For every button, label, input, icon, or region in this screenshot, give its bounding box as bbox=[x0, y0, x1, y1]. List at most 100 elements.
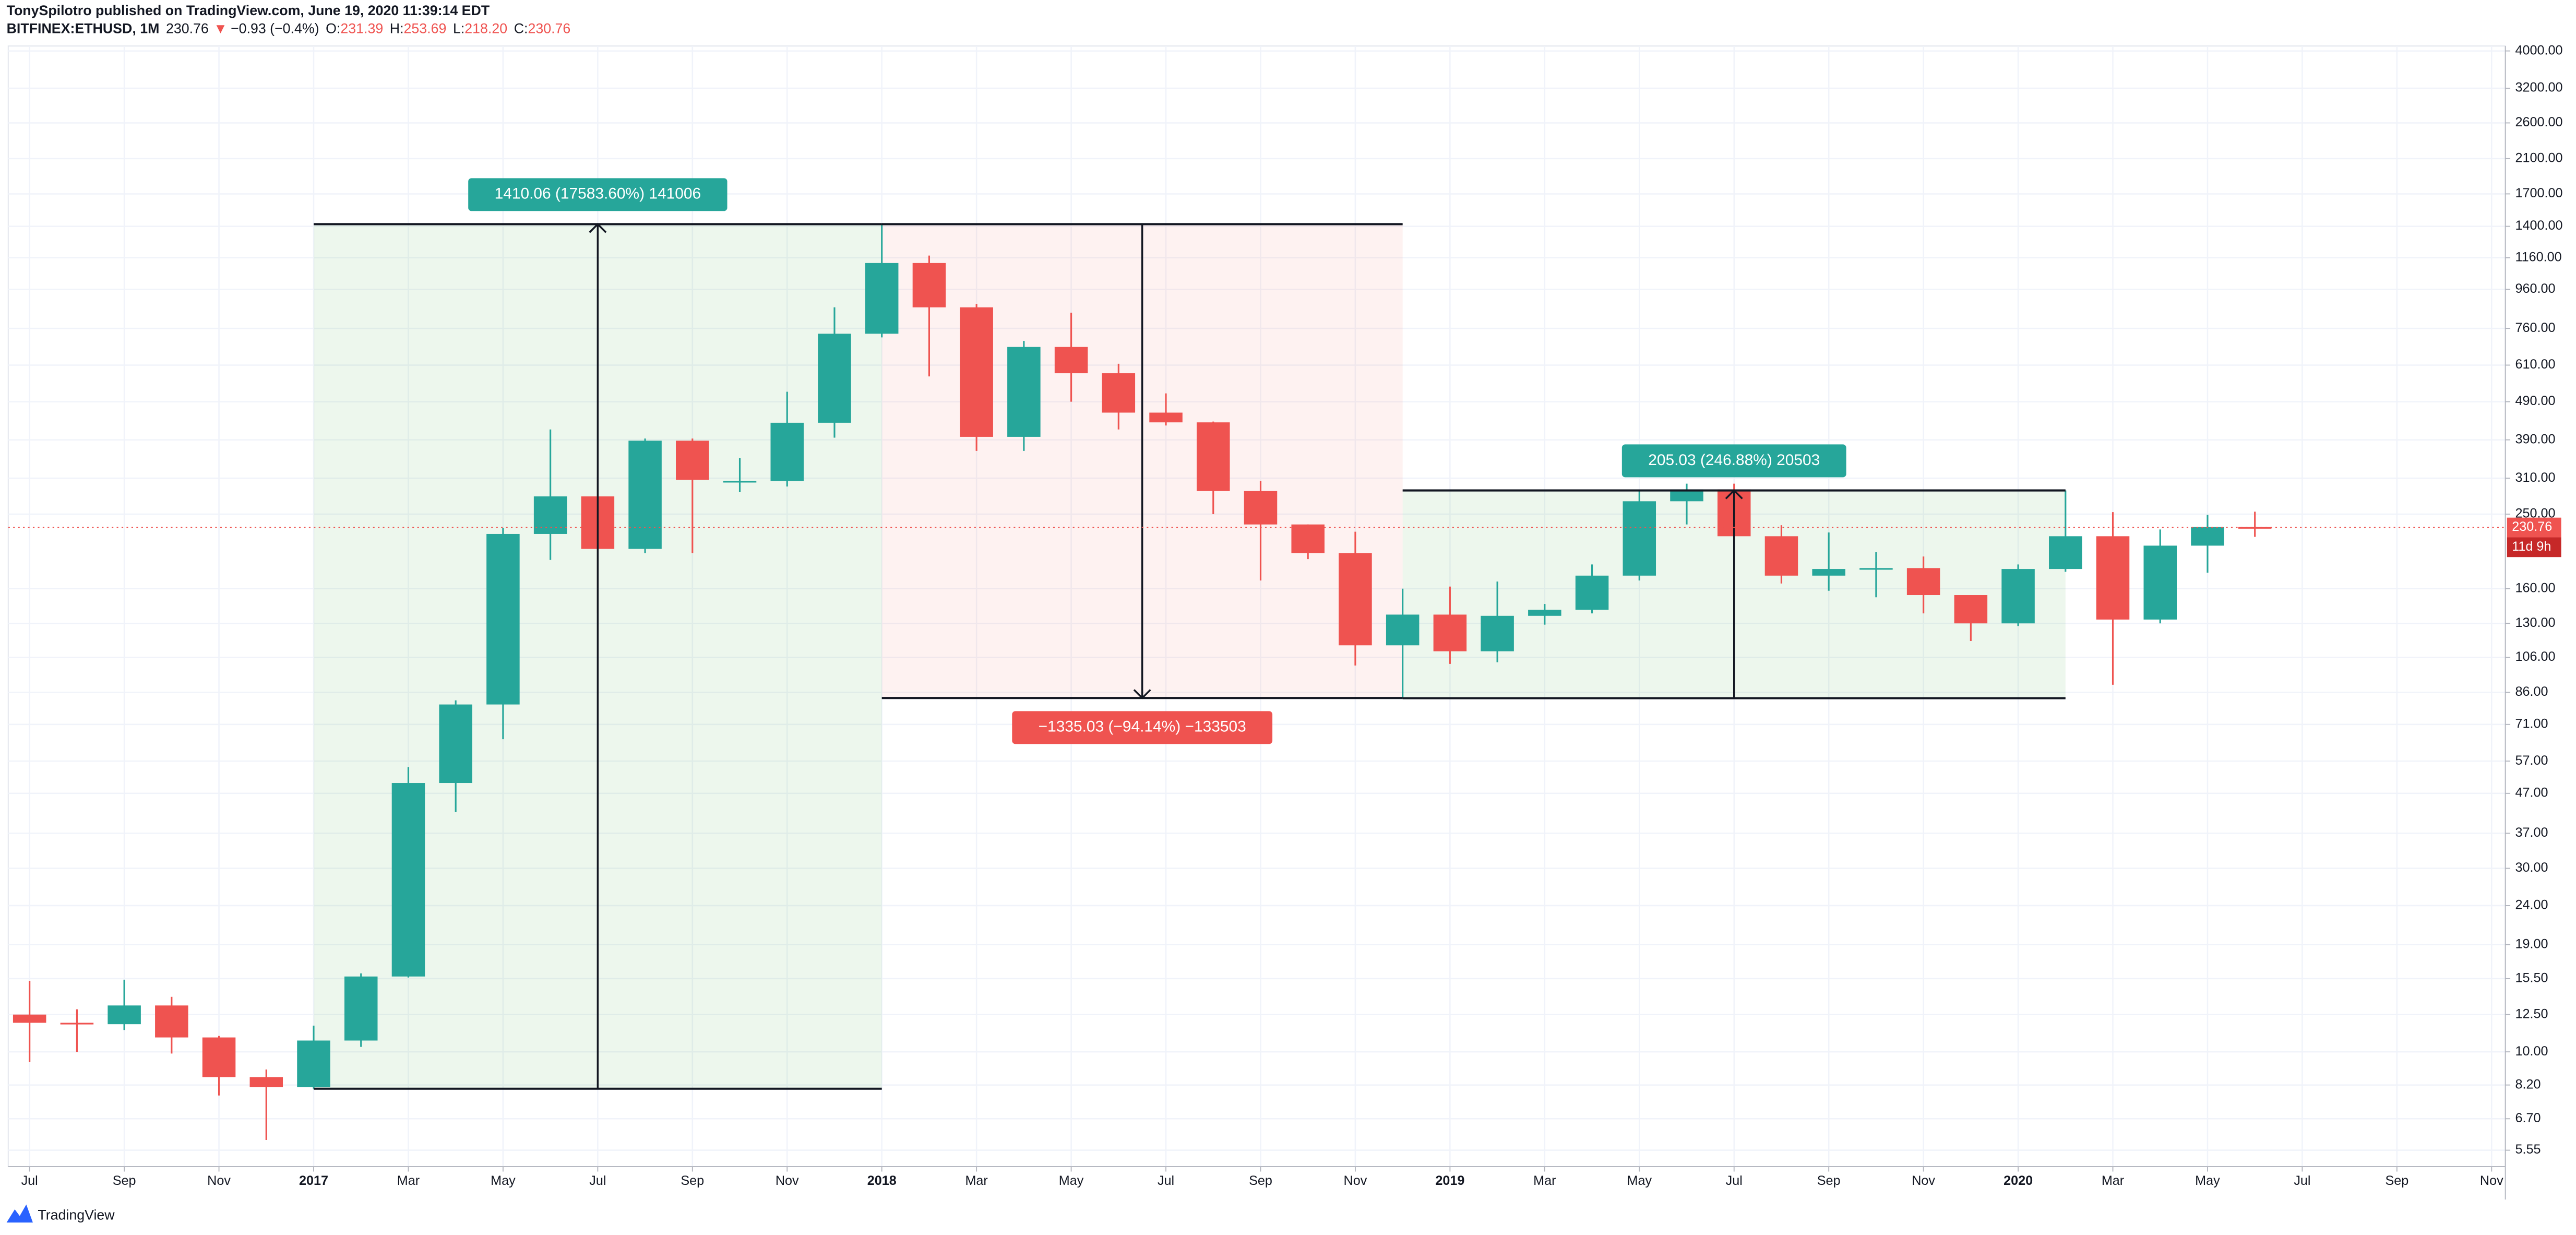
candle-body bbox=[1244, 491, 1278, 525]
candle-body bbox=[628, 441, 662, 549]
ohlc-value: 230.76 bbox=[528, 21, 570, 37]
x-tick-label: Jul bbox=[1726, 1173, 1743, 1188]
ohlc-key: O: bbox=[326, 21, 340, 37]
y-tick-label: 760.00 bbox=[2515, 320, 2556, 335]
x-tick-label: Nov bbox=[776, 1173, 799, 1188]
candle-body bbox=[2143, 545, 2177, 620]
y-tick-label: 30.00 bbox=[2515, 860, 2548, 875]
ohlc-value: 231.39 bbox=[340, 21, 383, 37]
y-tick-label: 8.20 bbox=[2515, 1077, 2541, 1091]
y-tick-label: 15.50 bbox=[2515, 971, 2548, 985]
countdown-tag bbox=[2507, 537, 2561, 557]
ohlc-key: H: bbox=[390, 21, 404, 37]
measure-arrow-head bbox=[589, 223, 607, 233]
price-tag bbox=[2507, 517, 2561, 538]
candle-body bbox=[770, 422, 804, 481]
x-tick-label: Jul bbox=[589, 1173, 606, 1188]
x-tick-label: Nov bbox=[207, 1173, 231, 1188]
y-tick-label: 1700.00 bbox=[2515, 186, 2563, 200]
candle-body bbox=[912, 263, 946, 307]
y-tick-label: 960.00 bbox=[2515, 281, 2556, 296]
candle-body bbox=[676, 441, 709, 480]
candle-body bbox=[2096, 536, 2130, 620]
ohlc-value: 253.69 bbox=[404, 21, 447, 37]
x-tick-label: 2019 bbox=[1435, 1173, 1464, 1188]
y-tick-label: 86.00 bbox=[2515, 684, 2548, 699]
measure-label-box bbox=[1621, 444, 1846, 478]
logo bbox=[6, 1204, 33, 1223]
measure-label: 205.03 (246.88%) 20503 bbox=[1648, 452, 1820, 469]
candle-body bbox=[960, 307, 993, 437]
x-tick-label: May bbox=[1627, 1173, 1652, 1188]
candle-body bbox=[1623, 501, 1656, 576]
y-tick-label: 1400.00 bbox=[2515, 218, 2563, 233]
y-tick-label: 610.00 bbox=[2515, 357, 2556, 372]
y-tick-label: 3200.00 bbox=[2515, 80, 2563, 95]
candle-body bbox=[60, 1023, 94, 1025]
candle-body bbox=[1291, 524, 1325, 553]
change: −0.93 (−0.4%) bbox=[231, 21, 319, 37]
candle-body bbox=[1812, 569, 1845, 576]
y-tick-label: 6.70 bbox=[2515, 1111, 2541, 1125]
candle-body bbox=[818, 334, 851, 423]
candle-body bbox=[1149, 412, 1183, 423]
candle-body bbox=[1575, 575, 1609, 610]
candle-body bbox=[108, 1005, 141, 1025]
y-tick-label: 390.00 bbox=[2515, 432, 2556, 446]
x-tick-label: Nov bbox=[1344, 1173, 1367, 1188]
y-tick-label: 2600.00 bbox=[2515, 115, 2563, 129]
candle-body bbox=[1859, 568, 1893, 570]
y-tick-label: 5.55 bbox=[2515, 1142, 2541, 1157]
x-tick-label: Mar bbox=[397, 1173, 420, 1188]
x-tick-label: 2017 bbox=[299, 1173, 328, 1188]
candle-body bbox=[1102, 373, 1136, 413]
y-tick-label: 57.00 bbox=[2515, 753, 2548, 768]
axes: 4000.00 3200.00 2600.00 2100.00 1700.00 1400.… bbox=[21, 43, 2563, 1188]
candle-body bbox=[297, 1040, 330, 1087]
candle-body bbox=[865, 263, 899, 334]
y-tick-label: 130.00 bbox=[2515, 615, 2556, 630]
candle-body bbox=[344, 976, 378, 1041]
ohlc-value: 218.20 bbox=[464, 21, 507, 37]
symbol: BITFINEX:ETHUSD, 1M bbox=[7, 21, 160, 37]
y-tick-label: 47.00 bbox=[2515, 785, 2548, 800]
candle-body bbox=[1528, 610, 1561, 616]
candle-body bbox=[1433, 614, 1467, 651]
measure-label-box bbox=[468, 178, 728, 211]
x-tick-label: Sep bbox=[1817, 1173, 1841, 1188]
overlays: 1410.06 (17583.60%) 141006 −1335.03 (−94.… bbox=[8, 178, 2506, 1090]
y-tick-label: 71.00 bbox=[2515, 716, 2548, 731]
candle-body bbox=[1481, 615, 1514, 651]
x-tick-label: Sep bbox=[2385, 1173, 2408, 1188]
y-tick-label: 106.00 bbox=[2515, 649, 2556, 664]
candle-body bbox=[1764, 536, 1798, 576]
last-price: 230.76 bbox=[166, 21, 209, 37]
ohlc-key: L: bbox=[453, 21, 464, 37]
candle-body bbox=[723, 481, 757, 483]
candle-body bbox=[1054, 347, 1088, 374]
y-tick-label: 12.50 bbox=[2515, 1006, 2548, 1021]
x-tick-label: Jul bbox=[1158, 1173, 1174, 1188]
candle-body bbox=[1954, 595, 1988, 624]
countdown-label: 11d 9h bbox=[2512, 539, 2551, 554]
measure-label: 1410.06 (17583.60%) 141006 bbox=[495, 185, 701, 203]
candle-body bbox=[391, 783, 425, 977]
price-tag-label: 230.76 bbox=[2512, 519, 2552, 534]
candle-body bbox=[202, 1037, 236, 1077]
candle-body bbox=[486, 533, 520, 705]
x-tick-label: Jul bbox=[2294, 1173, 2310, 1188]
y-tick-label: 2100.00 bbox=[2515, 150, 2563, 165]
measure-arrow-head bbox=[1725, 489, 1743, 500]
ohlc-key: C: bbox=[514, 21, 528, 37]
candle-body bbox=[2238, 527, 2272, 529]
candle-body bbox=[1197, 422, 1230, 491]
y-tick-label: 160.00 bbox=[2515, 580, 2556, 595]
y-tick-label: 490.00 bbox=[2515, 394, 2556, 408]
x-tick-label: Mar bbox=[2102, 1173, 2124, 1188]
candle-body bbox=[13, 1014, 46, 1023]
candle-body bbox=[1670, 489, 1703, 502]
candle-body bbox=[1906, 568, 1940, 596]
symbol-line: BITFINEX:ETHUSD, 1M 230.76 ▼ −0.93 (−0.4%) O… bbox=[7, 21, 571, 37]
